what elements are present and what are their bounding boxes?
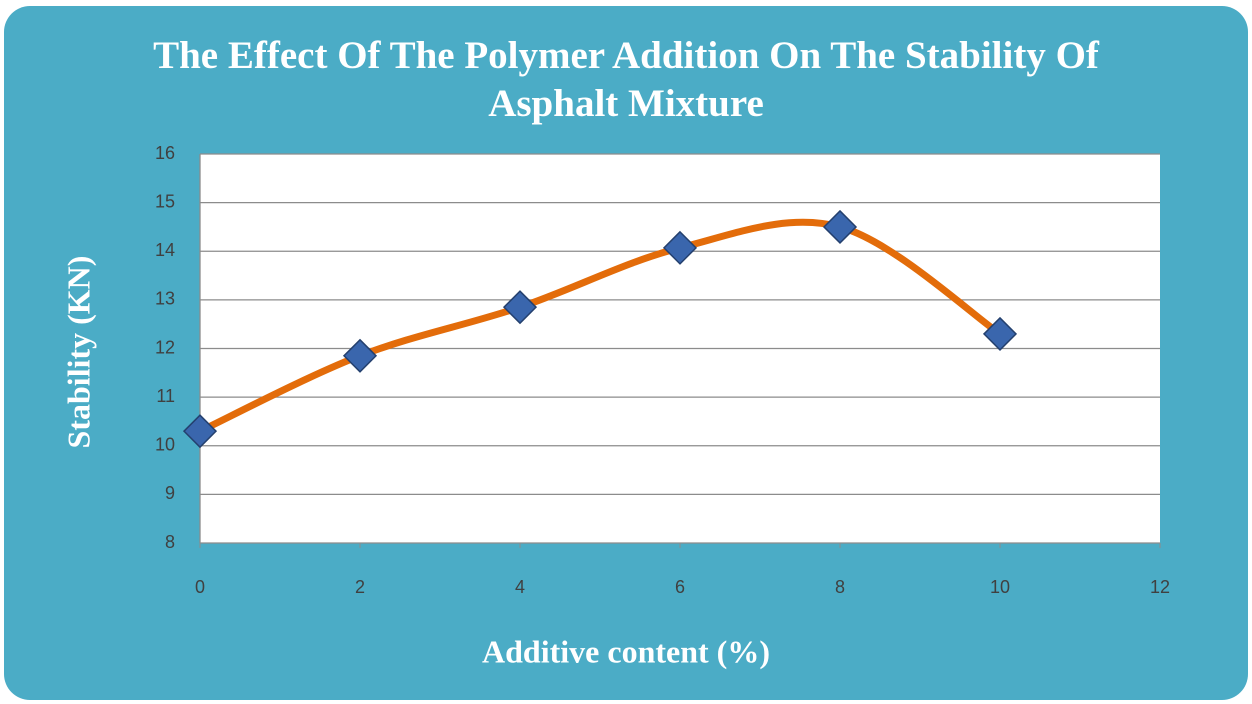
x-tick-label: 4 (515, 577, 525, 597)
x-tick-label: 8 (835, 577, 845, 597)
data-point (502, 290, 538, 325)
y-tick-label: 10 (155, 435, 175, 455)
y-tick-label: 14 (155, 240, 175, 260)
data-point (822, 209, 858, 244)
y-tick-label: 9 (165, 483, 175, 503)
data-point (342, 338, 378, 373)
y-tick-label: 15 (155, 191, 175, 211)
data-point (182, 414, 218, 449)
y-axis-label: Stability (KN) (60, 256, 96, 449)
x-tick-label: 2 (355, 577, 365, 597)
chart-title: The Effect Of The Polymer Addition On Th… (153, 34, 1099, 125)
y-tick-label: 11 (156, 386, 175, 406)
y-tick-label: 8 (165, 532, 175, 552)
x-tick-label: 10 (990, 577, 1010, 597)
y-tick-label: 12 (155, 337, 175, 357)
data-point (982, 316, 1018, 351)
x-axis-label: Additive content (%) (482, 633, 770, 669)
x-tick-label: 12 (1150, 577, 1170, 597)
y-tick-label: 16 (155, 143, 175, 163)
y-tick-label: 13 (155, 289, 175, 309)
x-tick-label: 6 (675, 577, 685, 597)
data-point (662, 230, 698, 265)
x-tick-label: 0 (195, 577, 205, 597)
series-line (196, 218, 1004, 435)
